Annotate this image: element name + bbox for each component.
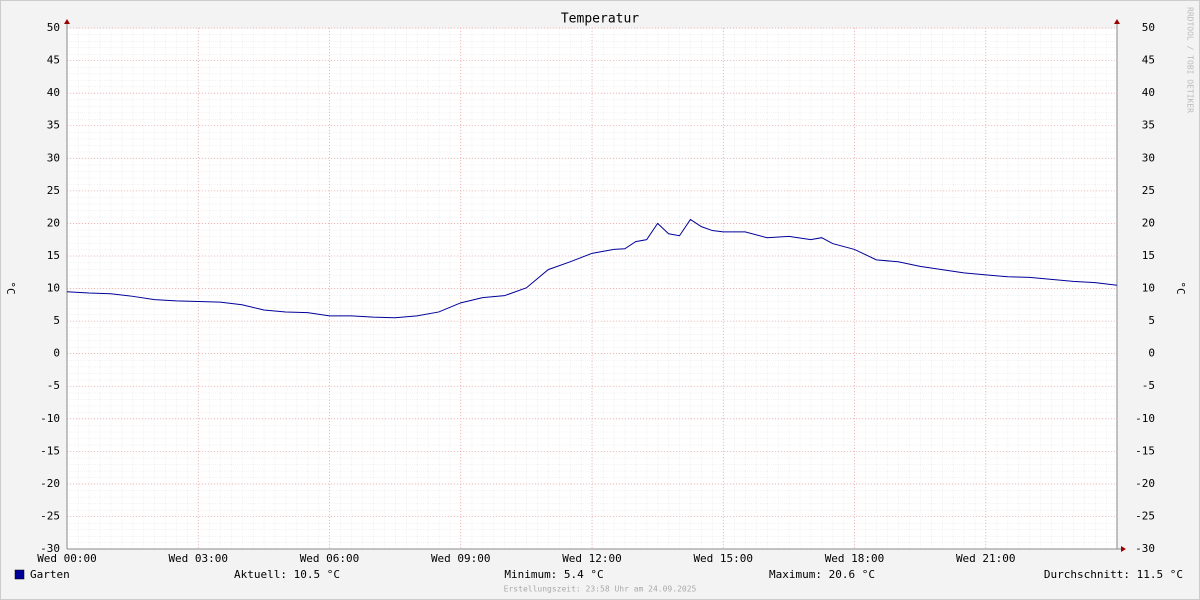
x-tick-label: Wed 06:00: [300, 552, 360, 565]
chart-title: Temperatur: [561, 12, 639, 27]
y-tick-label-right: 30: [1142, 151, 1155, 164]
x-tick-label: Wed 15:00: [693, 552, 753, 565]
y-tick-label: 35: [47, 119, 60, 132]
y-tick-label-right: 15: [1142, 249, 1155, 262]
legend-swatch: [14, 569, 25, 580]
y-tick-label-right: -30: [1135, 542, 1155, 555]
y-axis-label-right: °C: [1174, 281, 1187, 294]
legend-stat: Durchschnitt: 11.5 °C: [1044, 568, 1183, 581]
y-tick-label-right: -20: [1135, 477, 1155, 490]
y-tick-label-right: 20: [1142, 216, 1155, 229]
y-tick-label-right: 40: [1142, 86, 1155, 99]
y-tick-label: 30: [47, 151, 60, 164]
y-tick-label: -25: [40, 509, 60, 522]
x-tick-label: Wed 12:00: [562, 552, 622, 565]
y-tick-label-right: 35: [1142, 119, 1155, 132]
y-tick-label-right: 25: [1142, 184, 1155, 197]
arrow: [64, 19, 70, 24]
y-tick-label: 20: [47, 216, 60, 229]
watermark: RRDTOOL / TOBI OETIKER: [1186, 7, 1195, 113]
series-line: [66, 218, 1118, 319]
y-tick-label: -20: [40, 477, 60, 490]
legend-stat: Minimum: 5.4 °C: [504, 568, 603, 581]
y-tick-label-right: -15: [1135, 444, 1155, 457]
y-tick-label-right: 0: [1148, 347, 1155, 360]
y-tick-label: 45: [47, 54, 60, 67]
y-tick-label: 5: [53, 314, 60, 327]
x-tick-label: Wed 03:00: [168, 552, 228, 565]
legend-stat: Maximum: 20.6 °C: [769, 568, 875, 581]
y-tick-label-right: -25: [1135, 509, 1155, 522]
x-tick-label: Wed 09:00: [431, 552, 491, 565]
x-tick-label: Wed 00:00: [37, 552, 97, 565]
x-tick-label: Wed 21:00: [956, 552, 1016, 565]
y-tick-label: 15: [47, 249, 60, 262]
y-tick-label-right: 10: [1142, 282, 1155, 295]
y-tick-label: 25: [47, 184, 60, 197]
y-tick-label-right: -5: [1142, 379, 1155, 392]
y-tick-label-right: -10: [1135, 412, 1155, 425]
y-tick-label: -30: [40, 542, 60, 555]
y-tick-label: 50: [47, 21, 60, 34]
y-tick-label: -10: [40, 412, 60, 425]
y-tick-label: -5: [47, 379, 60, 392]
x-tick-label: Wed 18:00: [825, 552, 885, 565]
y-tick-label: 10: [47, 282, 60, 295]
y-tick-label-right: 5: [1148, 314, 1155, 327]
legend-label: Garten: [30, 568, 70, 581]
y-tick-label: 40: [47, 86, 60, 99]
y-tick-label: -15: [40, 444, 60, 457]
y-tick-label-right: 45: [1142, 54, 1155, 67]
arrow: [1121, 546, 1126, 552]
footer: Erstellungszeit: 23:58 Uhr am 24.09.2025: [504, 585, 697, 594]
legend-stat: Aktuell: 10.5 °C: [234, 568, 340, 581]
arrow: [1114, 19, 1120, 24]
y-tick-label-right: 50: [1142, 21, 1155, 34]
y-axis-label: °C: [4, 281, 17, 294]
y-tick-label: 0: [53, 347, 60, 360]
